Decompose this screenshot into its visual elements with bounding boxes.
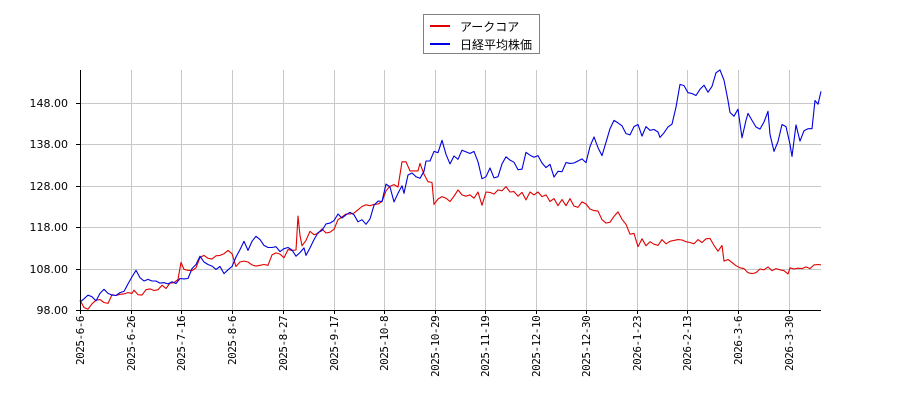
- x-tick-label: 2025-11-19: [478, 315, 492, 377]
- legend-swatch-red: [430, 25, 450, 27]
- y-tick-label: 108.00: [29, 262, 69, 276]
- x-tick-label: 2025-8-27: [276, 315, 290, 371]
- grid-lines: [80, 70, 821, 310]
- legend-label: 日経平均株価: [460, 37, 533, 52]
- x-tick-label: 2026-2-13: [680, 315, 694, 371]
- y-tick-label: 138.00: [29, 137, 69, 151]
- x-tick-label: 2025-12-30: [579, 315, 593, 377]
- x-tick-label: 2026-1-23: [630, 315, 644, 371]
- series-line: [79, 69, 822, 303]
- x-tick-label: 2025-6-6: [73, 316, 87, 365]
- x-tick-label: 2025-10-8: [377, 315, 391, 371]
- x-tick-label: 2025-12-10: [529, 315, 543, 377]
- x-tick-label: 2026-3-6: [731, 316, 745, 365]
- x-tick-label: 2026-3-30: [782, 315, 796, 371]
- axes: [76, 70, 821, 314]
- legend-item-arkcore: アークコア: [430, 17, 519, 35]
- legend: アークコア 日経平均株価: [423, 14, 540, 54]
- x-tick-label: 2025-10-29: [428, 315, 442, 377]
- legend-label: アークコア: [460, 19, 520, 34]
- y-tick-label: 118.00: [29, 220, 69, 234]
- x-tick-label: 2025-9-17: [327, 315, 341, 371]
- legend-item-nikkei: 日経平均株価: [430, 35, 532, 53]
- series-lines: [79, 69, 822, 310]
- legend-swatch-blue: [430, 43, 450, 45]
- x-tick-label: 2025-6-26: [124, 315, 138, 371]
- y-tick-label: 128.00: [29, 179, 69, 193]
- series-line: [79, 161, 822, 310]
- y-tick-label: 148.00: [29, 96, 69, 110]
- x-tick-label: 2025-7-16: [174, 315, 188, 371]
- x-tick-label: 2025-8-6: [225, 316, 239, 365]
- y-tick-label: 98.00: [36, 303, 69, 317]
